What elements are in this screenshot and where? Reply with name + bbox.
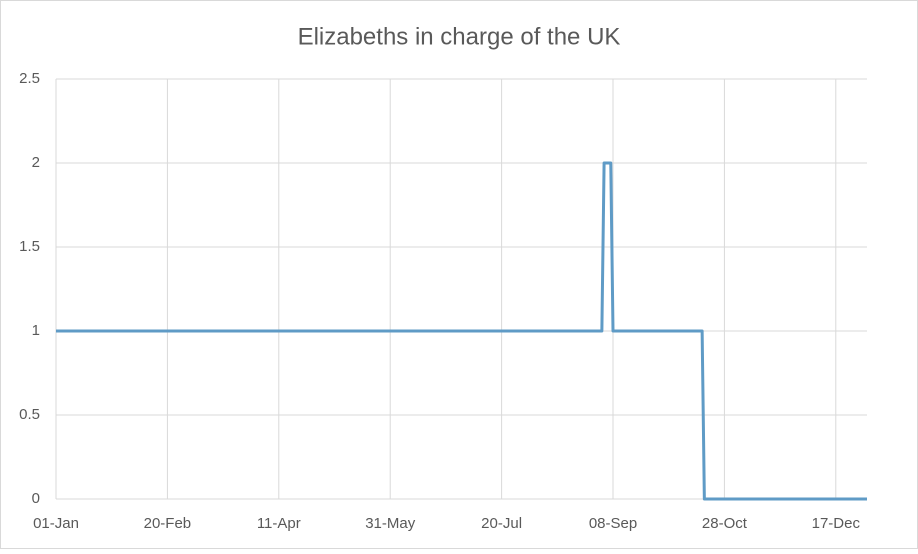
series-line xyxy=(56,161,867,501)
y-tick-label: 2.5 xyxy=(19,70,40,87)
y-tick-label: 1.5 xyxy=(19,238,40,255)
x-tick-label: 08-Sep xyxy=(589,515,637,532)
x-tick-label: 28-Oct xyxy=(702,515,748,532)
y-tick-label: 2 xyxy=(32,154,40,171)
y-tick-label: 0 xyxy=(32,490,40,507)
x-tick-label: 11-Apr xyxy=(257,515,301,532)
x-tick-label: 20-Feb xyxy=(144,515,192,532)
x-tick-label: 20-Jul xyxy=(481,515,522,532)
x-tick-label: 31-May xyxy=(365,515,416,532)
y-tick-label: 0.5 xyxy=(19,406,40,423)
chart-title: Elizabeths in charge of the UK xyxy=(298,23,621,50)
y-tick-label: 1 xyxy=(32,322,40,339)
x-tick-label: 17-Dec xyxy=(812,515,861,532)
x-tick-label: 01-Jan xyxy=(33,515,79,532)
